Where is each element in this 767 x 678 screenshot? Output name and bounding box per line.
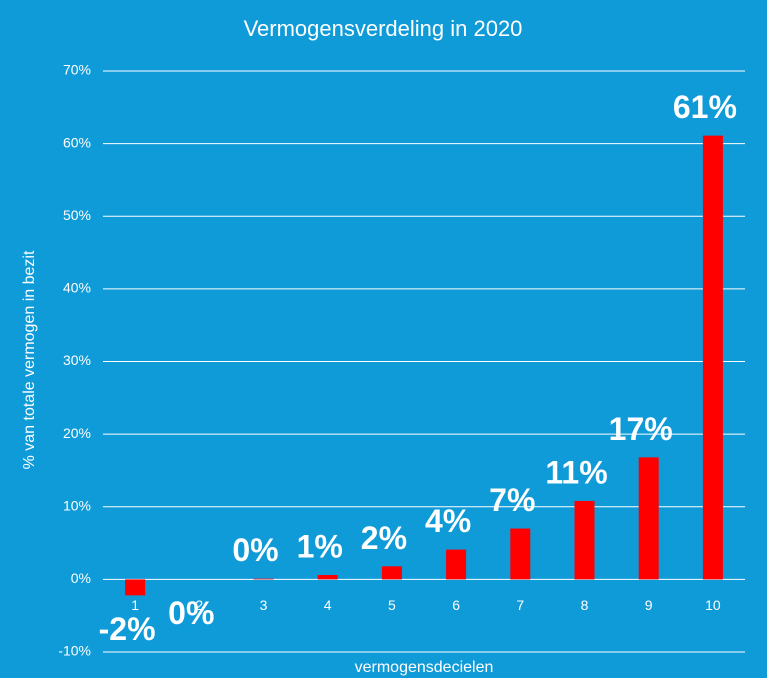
value-label: 0% bbox=[232, 532, 278, 568]
y-tick-label: 70% bbox=[63, 62, 91, 78]
bar bbox=[317, 575, 338, 580]
x-tick-label: 9 bbox=[645, 597, 653, 613]
value-label: 61% bbox=[673, 89, 737, 125]
y-tick-label: 0% bbox=[71, 570, 91, 586]
x-tick-label: 8 bbox=[581, 597, 589, 613]
value-label: 17% bbox=[609, 411, 673, 447]
x-tick-label: 2 bbox=[195, 597, 203, 613]
value-label: 2% bbox=[361, 520, 407, 556]
x-tick-label: 7 bbox=[516, 597, 524, 613]
value-label: 0% bbox=[168, 595, 214, 631]
x-tick-label: 6 bbox=[452, 597, 460, 613]
x-tick-label: 3 bbox=[260, 597, 268, 613]
y-tick-label: 50% bbox=[63, 207, 91, 223]
x-tick-label: 4 bbox=[324, 597, 332, 613]
bar bbox=[381, 566, 402, 580]
bar bbox=[702, 135, 723, 580]
y-tick-label: 30% bbox=[63, 352, 91, 368]
x-tick-label: 5 bbox=[388, 597, 396, 613]
value-label: 11% bbox=[545, 454, 607, 490]
x-tick-label: 1 bbox=[131, 597, 139, 613]
y-tick-label: 20% bbox=[63, 425, 91, 441]
value-label: 1% bbox=[297, 528, 343, 564]
bar bbox=[574, 500, 595, 580]
y-tick-label: -10% bbox=[58, 643, 91, 659]
bar bbox=[446, 549, 467, 580]
bar bbox=[510, 528, 531, 580]
x-axis-label: vermogensdecielen bbox=[355, 659, 494, 676]
value-label: 4% bbox=[425, 503, 471, 539]
y-axis-label: % van totale vermogen in bezit bbox=[21, 250, 38, 469]
bar bbox=[638, 457, 659, 580]
value-label: -2% bbox=[99, 611, 156, 647]
bar bbox=[125, 579, 146, 596]
y-tick-label: 40% bbox=[63, 280, 91, 296]
bar bbox=[253, 578, 274, 580]
value-label: 7% bbox=[489, 482, 535, 518]
chart-title: Vermogensverdeling in 2020 bbox=[244, 16, 523, 41]
y-tick-label: 60% bbox=[63, 134, 91, 150]
x-tick-label: 10 bbox=[705, 597, 721, 613]
y-tick-label: 10% bbox=[63, 497, 91, 513]
